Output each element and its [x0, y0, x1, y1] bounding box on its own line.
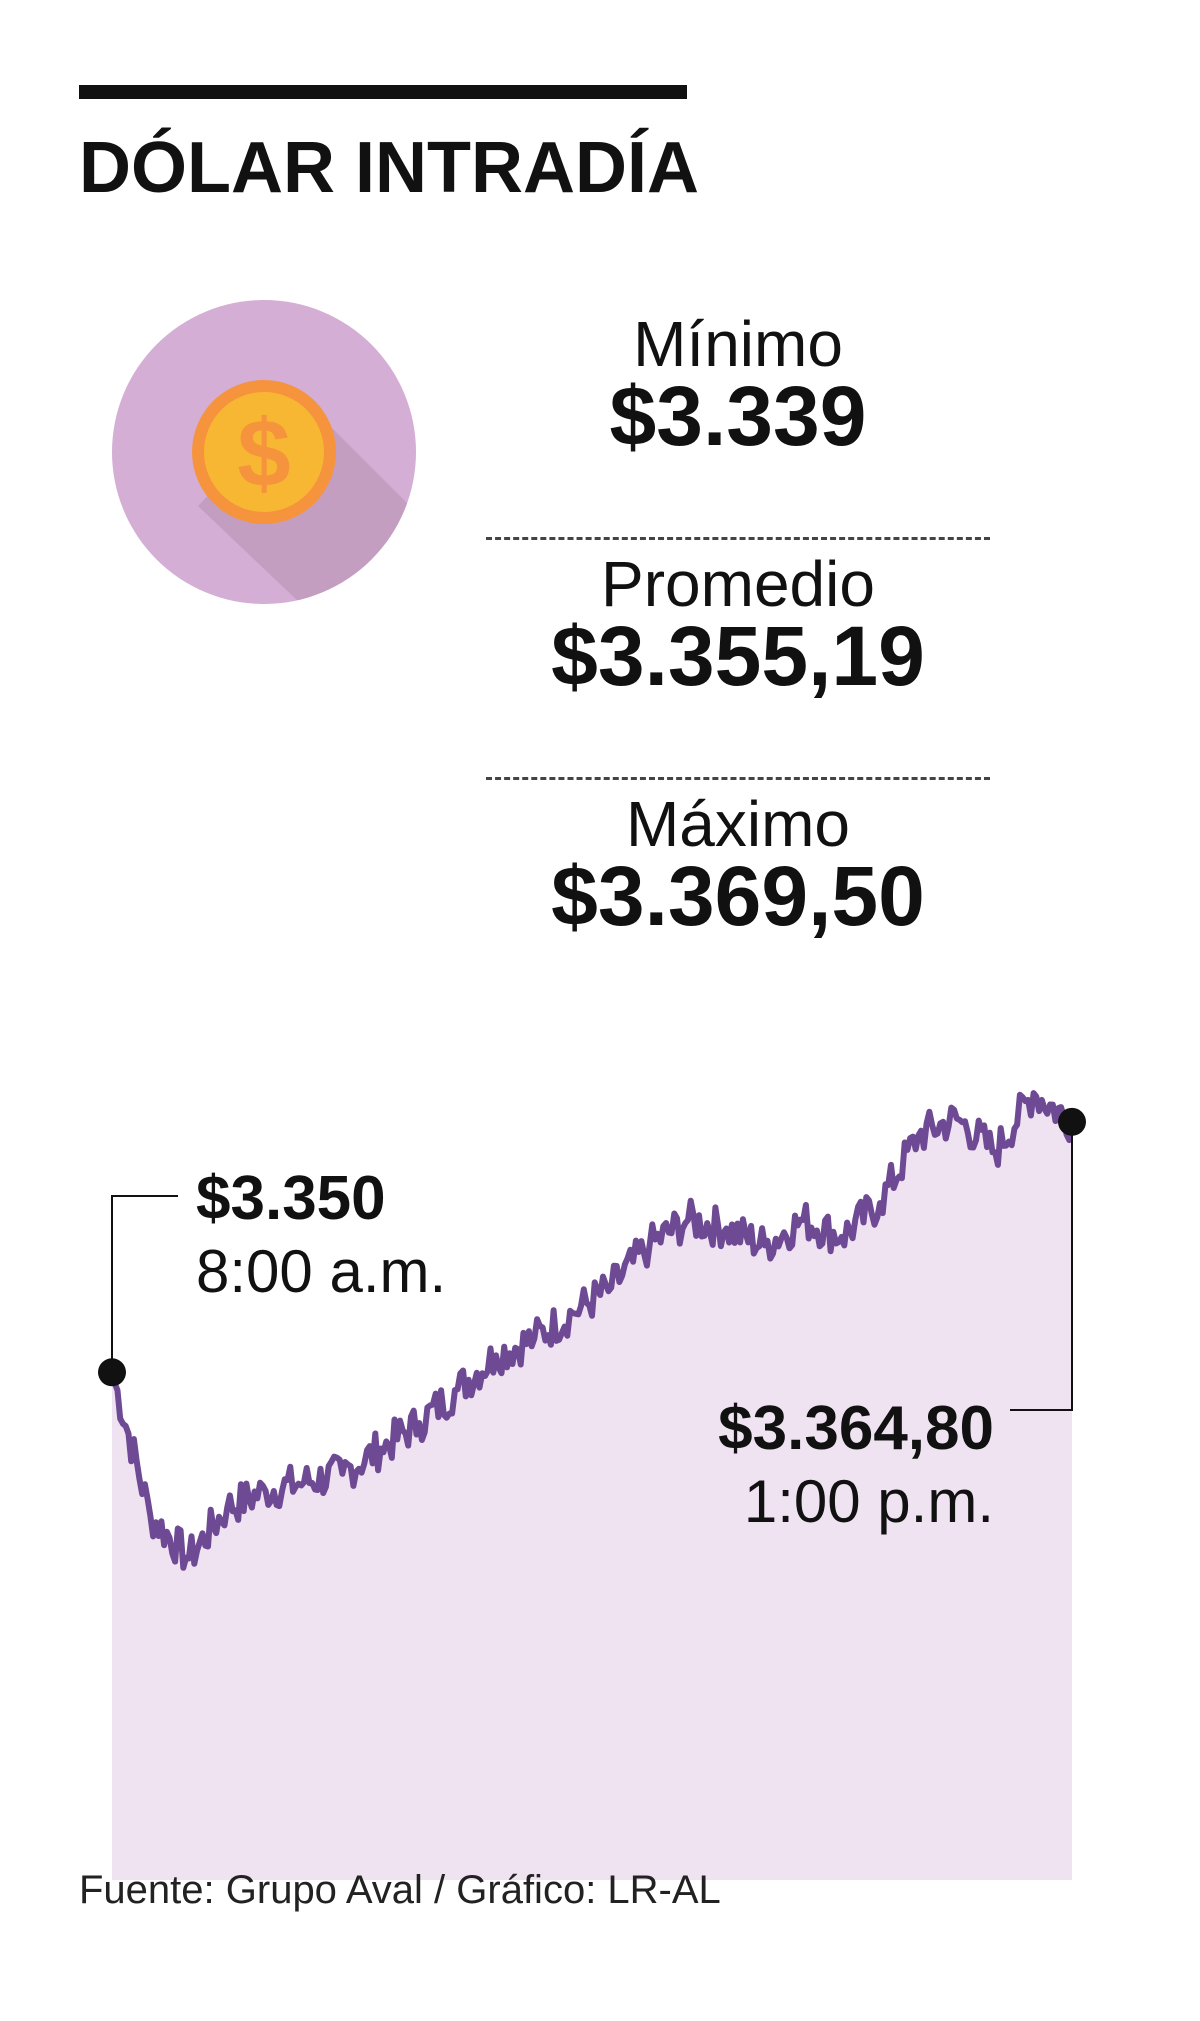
end-time: 1:00 p.m. — [743, 1468, 994, 1535]
stat-label: Máximo — [625, 788, 851, 860]
stat-label: Promedio — [601, 548, 875, 620]
end-leader-line — [1010, 1121, 1073, 1411]
top-rule — [79, 85, 687, 99]
stat-maximum: Máximo $3.369,50 — [486, 780, 990, 1020]
end-value: $3.364,80 — [718, 1394, 994, 1463]
dollar-sign: $ — [237, 400, 290, 507]
chart-line — [109, 1090, 1075, 1571]
dashed-divider — [486, 777, 990, 780]
start-annotation: $3.350 8:00 a.m. — [196, 1168, 446, 1302]
start-leader-line — [111, 1195, 178, 1373]
start-value: $3.350 — [196, 1164, 386, 1233]
end-annotation: $3.364,80 1:00 p.m. — [718, 1398, 994, 1532]
stat-minimum: Mínimo $3.339 — [486, 300, 990, 540]
stat-label: Mínimo — [633, 308, 843, 380]
stat-value: $3.355,19 — [551, 609, 925, 703]
stat-average: Promedio $3.355,19 — [486, 540, 990, 780]
start-time: 8:00 a.m. — [196, 1238, 447, 1305]
stats-panel: Mínimo $3.339 Promedio $3.355,19 Máximo … — [486, 300, 990, 1020]
stat-value: $3.339 — [609, 369, 867, 463]
coin-inner — [204, 392, 324, 512]
chart-area — [112, 1093, 1072, 1880]
start-point-marker — [98, 1358, 126, 1387]
intraday-chart — [98, 1090, 1086, 1880]
source-credit: Fuente: Grupo Aval / Gráfico: LR-AL — [79, 1868, 721, 1912]
dollar-coin-icon: $ — [112, 300, 416, 604]
end-point-marker — [1058, 1107, 1086, 1136]
dashed-divider — [486, 537, 990, 540]
stat-value: $3.369,50 — [551, 849, 925, 943]
page-title: DÓLAR INTRADÍA — [79, 128, 699, 208]
